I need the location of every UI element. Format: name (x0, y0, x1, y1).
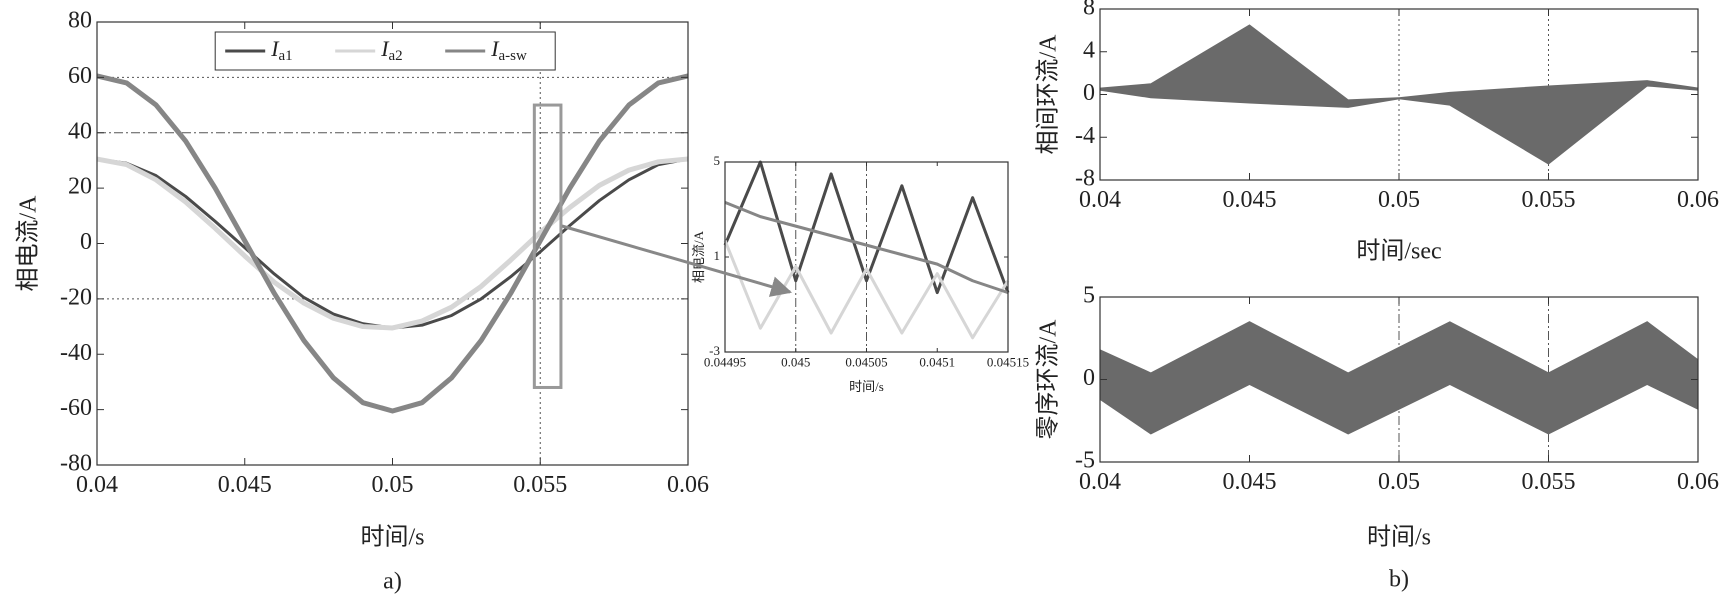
x-tick-label: 0.055 (513, 472, 567, 498)
x-axis-label: 时间/s (1367, 524, 1431, 551)
zoom-arrow (561, 224, 793, 297)
y-tick-label: -40 (60, 340, 92, 366)
x-tick-label: 0.0451 (919, 355, 955, 370)
y-tick-label: -5 (1075, 448, 1095, 474)
x-tick-label: 0.06 (667, 472, 709, 498)
y-tick-label: -4 (1075, 123, 1095, 149)
plot-area (97, 22, 688, 465)
zoom-box (532, 103, 563, 389)
legend-label: Ia2 (380, 36, 403, 64)
y-tick-label: 60 (68, 63, 92, 89)
x-tick-label: 0.04515 (987, 355, 1029, 370)
y-tick-label: -20 (60, 284, 92, 310)
legend-label: Ia-sw (490, 36, 527, 64)
line-series (723, 160, 1010, 295)
y-tick-label: -60 (60, 395, 92, 421)
x-tick-label: 0.05 (1378, 469, 1420, 495)
x-axis-label: 时间/s (360, 524, 424, 551)
x-tick-label: 0.06 (1677, 187, 1719, 213)
y-axis-label: 相电流/A (691, 230, 706, 283)
x-tick-label: 0.06 (1677, 469, 1719, 495)
caption: a) (383, 569, 402, 595)
y-tick-label: 0 (1083, 80, 1095, 106)
x-tick-label: 0.045 (218, 472, 272, 498)
x-axis-label: 时间/sec (1356, 238, 1441, 265)
y-tick-label: 5 (1083, 283, 1095, 309)
caption: b) (1389, 567, 1409, 593)
y-tick-label: -80 (60, 451, 92, 477)
y-tick-label: 1 (714, 248, 721, 263)
y-axis-label: 相电流/A (15, 195, 42, 292)
y-tick-label: 8 (1083, 0, 1095, 21)
y-axis-label: 零序环流/A (1035, 319, 1062, 440)
y-tick-label: 20 (68, 174, 92, 200)
x-tick-label: 0.055 (1522, 469, 1576, 495)
chart: -8 -4 0 4 8 0.04 0.045 0.05 0.055 0.06 时间/sec 相间环流/… (1035, 0, 1720, 265)
line-series (723, 239, 1010, 340)
y-axis-label: 相间环流/A (1035, 34, 1062, 155)
y-tick-label: 40 (68, 118, 92, 144)
line-series (96, 156, 689, 331)
chart: -5 0 5 0.04 0.045 0.05 0.055 0.06 时间/s 零序环流/A b) (1035, 283, 1720, 593)
x-tick-label: 0.045 (781, 355, 810, 370)
y-tick-label: -8 (1075, 166, 1095, 192)
y-tick-label: 0 (1083, 365, 1095, 391)
line-series (96, 73, 689, 414)
x-tick-label: 0.04 (76, 472, 118, 498)
x-tick-label: 0.05 (372, 472, 414, 498)
x-tick-label: 0.04 (1079, 469, 1121, 495)
y-tick-label: 5 (714, 153, 721, 168)
x-tick-label: 0.045 (1223, 187, 1277, 213)
y-tick-label: -3 (709, 343, 720, 358)
y-tick-label: 0 (80, 229, 92, 255)
line-series (724, 200, 1009, 295)
legend-label: Ia1 (270, 36, 293, 64)
y-tick-label: 4 (1083, 37, 1095, 63)
x-tick-label: 0.04 (1079, 187, 1121, 213)
x-tick-label: 0.04495 (704, 355, 746, 370)
x-tick-label: 0.04505 (845, 355, 887, 370)
y-tick-label: 80 (68, 8, 92, 34)
chart: -80 -60 -40 -20 0 20 40 60 80 0.04 0.045 0.05 0.055 0… (15, 8, 710, 595)
chart: -3 1 5 0.04495 0.045 0.04505 0.0451 0.04515 时间/s… (691, 153, 1029, 394)
x-tick-label: 0.055 (1522, 187, 1576, 213)
legend-box (214, 31, 556, 71)
x-tick-label: 0.045 (1223, 469, 1277, 495)
x-axis-label: 时间/s (849, 379, 884, 394)
x-tick-label: 0.05 (1378, 187, 1420, 213)
